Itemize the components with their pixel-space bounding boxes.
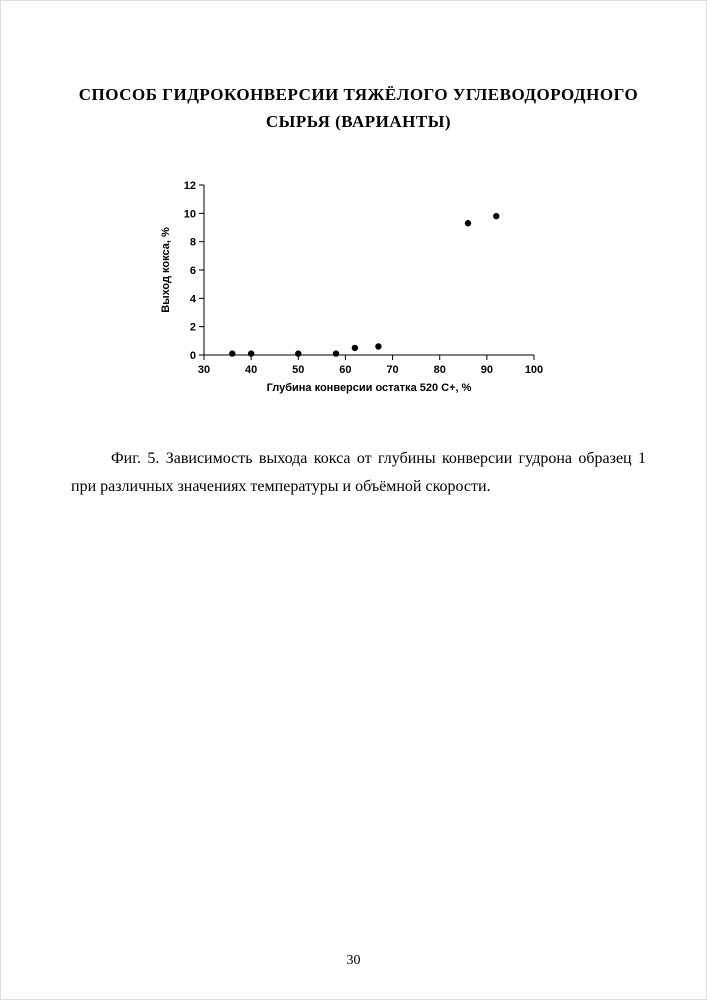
svg-text:4: 4	[189, 294, 196, 306]
svg-text:0: 0	[189, 350, 195, 362]
page-container: СПОСОБ ГИДРОКОНВЕРСИИ ТЯЖЁЛОГО УГЛЕВОДОР…	[0, 0, 707, 1000]
svg-text:60: 60	[339, 364, 351, 376]
svg-text:6: 6	[189, 265, 195, 277]
svg-text:2: 2	[189, 322, 195, 334]
svg-text:90: 90	[480, 364, 492, 376]
document-title: СПОСОБ ГИДРОКОНВЕРСИИ ТЯЖЁЛОГО УГЛЕВОДОР…	[71, 81, 646, 135]
svg-text:50: 50	[292, 364, 304, 376]
title-line1: СПОСОБ ГИДРОКОНВЕРСИИ ТЯЖЁЛОГО УГЛЕВОДОР…	[79, 85, 638, 104]
svg-text:30: 30	[197, 364, 209, 376]
svg-text:12: 12	[183, 180, 195, 192]
svg-text:Выход кокса, %: Выход кокса, %	[160, 227, 172, 313]
svg-text:10: 10	[183, 209, 195, 221]
svg-text:100: 100	[524, 364, 542, 376]
svg-text:70: 70	[386, 364, 398, 376]
page-number: 30	[1, 953, 706, 969]
scatter-chart: 0 2 4 6 8 10 12 30 40 50 60 70 80 90 100 Глубина конвер…	[149, 175, 544, 400]
svg-text:40: 40	[245, 364, 257, 376]
svg-text:8: 8	[189, 237, 195, 249]
figure-caption: Фиг. 5. Зависимость выхода кокса от глуб…	[71, 445, 646, 499]
svg-text:Глубина конверсии остатка 520: Глубина конверсии остатка 520 С+, %	[266, 382, 471, 394]
title-line2: СЫРЬЯ (ВАРИАНТЫ)	[266, 112, 451, 131]
chart-container: 0 2 4 6 8 10 12 30 40 50 60 70 80 90 100 Глубина конвер…	[149, 175, 569, 405]
svg-text:80: 80	[433, 364, 445, 376]
